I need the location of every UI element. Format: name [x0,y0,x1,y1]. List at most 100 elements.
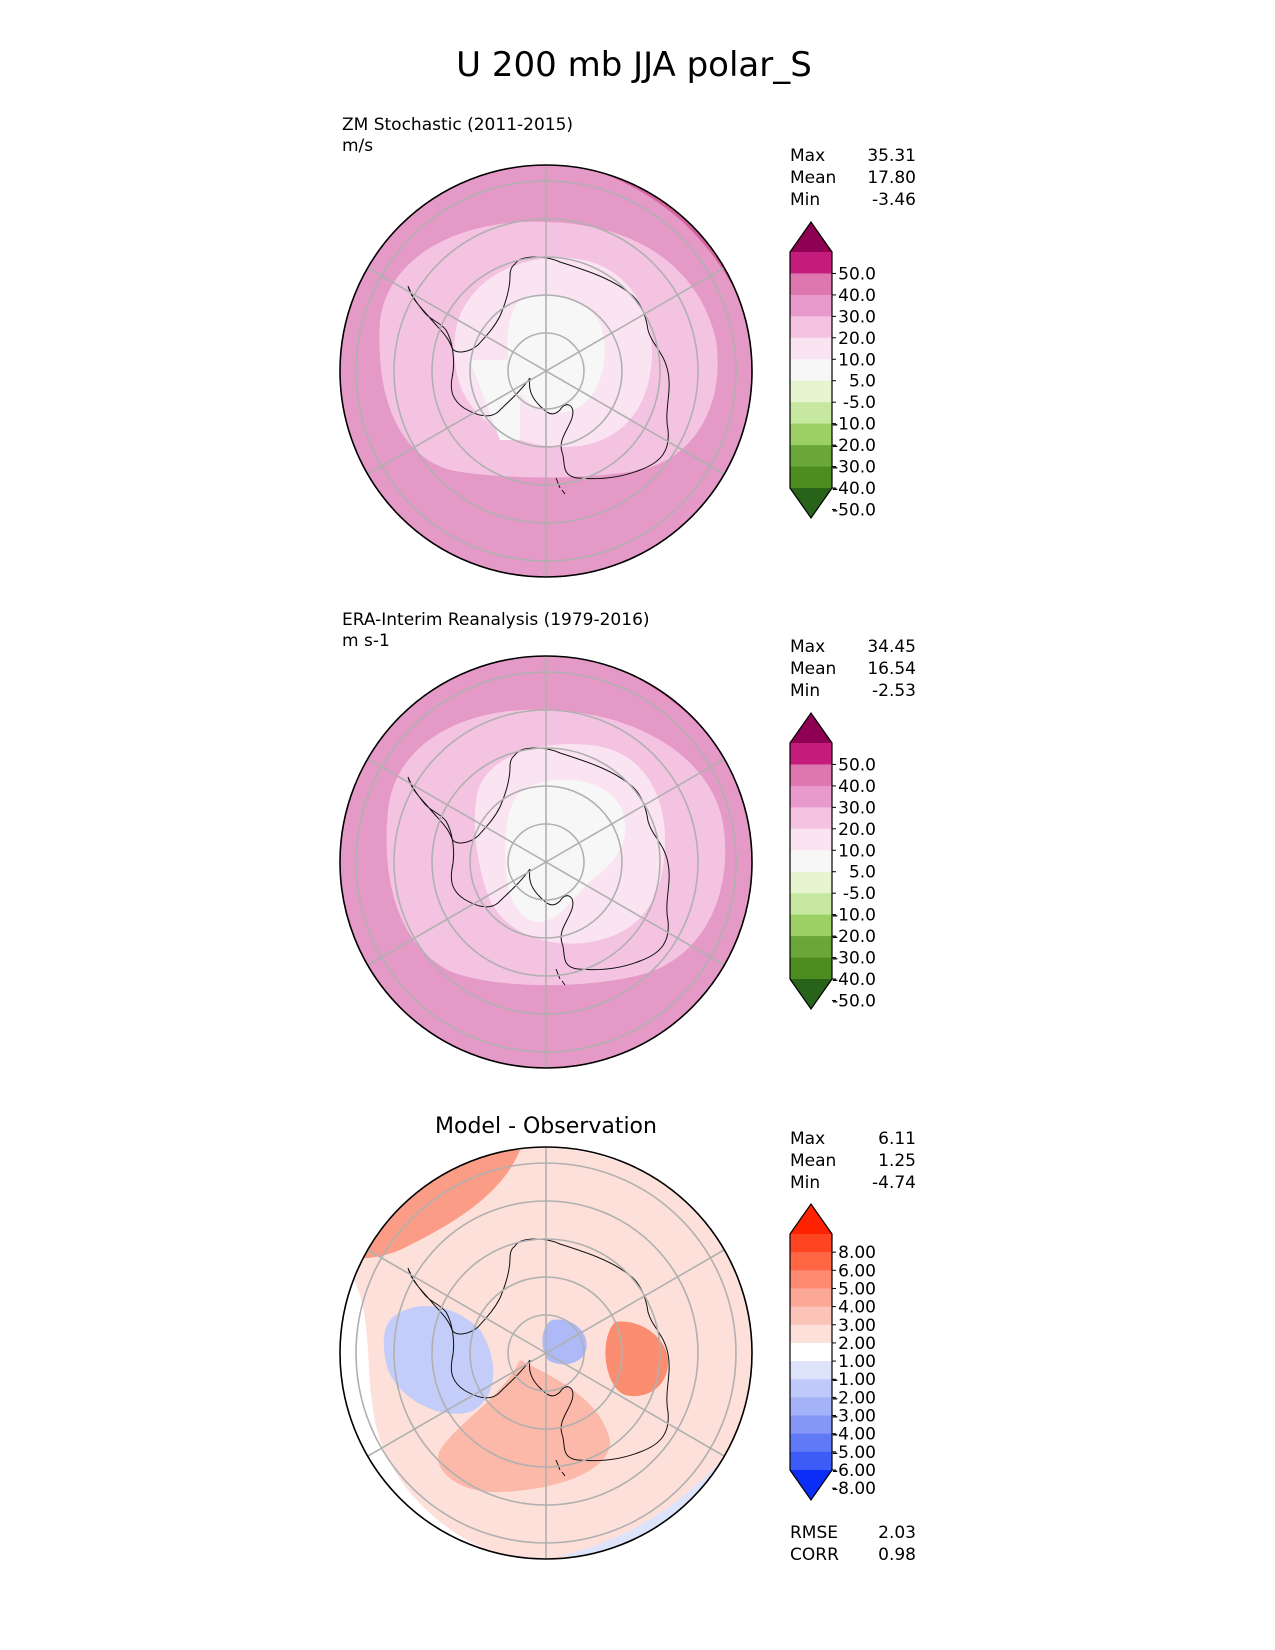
colorbar-label: 5.0 [849,863,876,883]
stat-max: 6.11 [878,1129,916,1149]
colorbar-swatch [790,1234,832,1253]
colorbar-swatch [790,1451,832,1471]
colorbar-label: -20.0 [832,927,876,947]
colorbar-swatch [790,316,832,339]
colorbar-swatch [790,1306,832,1326]
colorbar-label: 50.0 [838,755,876,775]
colorbar-swatch [790,1397,832,1417]
colorbar-swatch [790,1379,832,1398]
stat-rmse: 2.03 [878,1523,916,1543]
colorbar-swatch [790,423,832,446]
panel-units: m s-1 [342,631,390,651]
colorbar-label: -50.0 [832,500,876,520]
panel-model: ZM Stochastic (2011-2015) m/s Max [339,115,916,578]
colorbar-swatch [790,1270,832,1290]
colorbar-extend-max [790,1204,832,1234]
colorbar-swatch [790,337,832,360]
stat-corr: 0.98 [878,1545,916,1565]
colorbar-swatch [790,1361,832,1380]
colorbar: 8.006.005.004.003.002.001.00-1.00-2.00-3… [789,1202,876,1502]
colorbar-swatch [790,1342,832,1362]
colorbar-swatch [790,828,832,851]
stat-label-mean: Mean [790,168,836,188]
colorbar-swatch [790,294,832,317]
stat-label-max: Max [790,146,825,166]
colorbar-swatch [790,1252,832,1271]
colorbar-label: 40.0 [838,777,876,797]
stat-label-min: Min [790,190,820,210]
colorbar-label: -1.00 [832,1370,876,1390]
colorbar-label: 20.0 [838,820,876,840]
stat-label-min: Min [790,1173,820,1193]
panel-difference: Model - Observation [339,1114,916,1565]
stat-label-mean: Mean [790,659,836,679]
colorbar-label: -40.0 [832,970,876,990]
stats-block: Max Mean Min 34.45 16.54 -2.53 [790,637,916,701]
coastline-antarctica [407,256,670,495]
colorbar-label: -30.0 [832,949,876,969]
colorbar-label: -50.0 [832,991,876,1011]
colorbar-swatch [790,957,832,980]
panel-observation: ERA-Interim Reanalysis (1979-2016) m s-1 [339,610,916,1069]
colorbar-label: 10.0 [838,350,876,370]
colorbar-label: 8.00 [838,1243,876,1263]
colorbar-label: 6.00 [838,1261,876,1281]
colorbar: 50.040.030.020.010.05.0-5.0-10.0-20.0-30… [789,711,876,1011]
colorbar-swatch [790,1415,832,1435]
stat-label-max: Max [790,1129,825,1149]
graticule [355,165,737,577]
colorbar: 50.040.030.020.010.05.0-5.0-10.0-20.0-30… [789,220,876,520]
map-boundary [339,1146,753,1560]
stats-block: Max Mean Min 6.11 1.25 -4.74 [790,1129,916,1193]
stat-mean: 1.25 [878,1151,916,1171]
stat-max: 34.45 [867,637,916,657]
colorbar-label: 10.0 [838,841,876,861]
figure-title: U 200 mb JJA polar_S [456,45,812,85]
colorbar-extend-max [790,222,832,252]
map-boundary [339,655,753,1069]
colorbar-label: 30.0 [838,307,876,327]
colorbar-extend-min [790,1470,832,1500]
map-boundary [339,164,753,578]
colorbar-swatch [790,914,832,937]
colorbar-label: -3.00 [832,1407,876,1427]
colorbar-swatch [790,807,832,830]
colorbar-label: 30.0 [838,798,876,818]
stat-mean: 17.80 [867,168,916,188]
stat-min: -2.53 [872,681,916,701]
colorbar-label: -4.00 [832,1425,876,1445]
stat-min: -4.74 [872,1173,916,1193]
colorbar-swatch [790,1288,832,1308]
colorbar-swatch [790,252,832,275]
colorbar-swatch [790,893,832,916]
colorbar-label: 20.0 [838,329,876,349]
colorbar-label: -2.00 [832,1388,876,1408]
colorbar-label: 2.00 [838,1334,876,1354]
colorbar-label: -20.0 [832,436,876,456]
error-stats: RMSE CORR 2.03 0.98 [790,1523,916,1565]
stat-label-mean: Mean [790,1151,836,1171]
colorbar-label: -5.00 [832,1443,876,1463]
colorbar-swatch [790,936,832,959]
colorbar-label: 5.0 [849,372,876,392]
colorbar-label: -6.00 [832,1461,876,1481]
colorbar-extend-min [790,488,832,518]
colorbar-extend-min [790,979,832,1009]
coastline-antarctica [407,747,670,986]
stats-block: Max Mean Min 35.31 17.80 -3.46 [790,146,916,210]
colorbar-label: -30.0 [832,458,876,478]
colorbar-swatch [790,743,832,766]
colorbar-swatch [790,445,832,468]
colorbar-swatch [790,273,832,296]
colorbar-extend-max [790,713,832,743]
colorbar-label: -5.0 [843,884,876,904]
colorbar-swatch [790,764,832,787]
colorbar-label: 3.00 [838,1316,876,1336]
colorbar-label: -10.0 [832,415,876,435]
stat-label-min: Min [790,681,820,701]
colorbar-swatch [790,785,832,808]
stat-max: 35.31 [867,146,916,166]
colorbar-label: 5.00 [838,1279,876,1299]
colorbar-swatch [790,1433,832,1453]
